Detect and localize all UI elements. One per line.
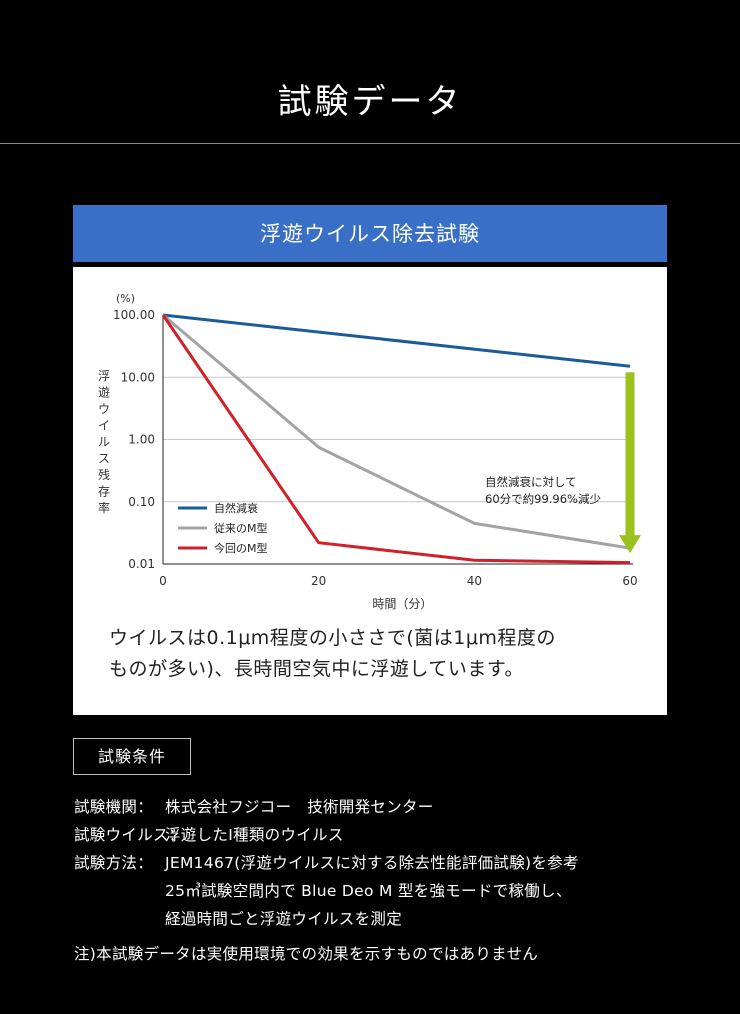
virus-reduction-chart: 100.00 10.00 1.00 0.10 0.01 0 20 40 60 (%) 浮遊ウイルス残… [98,292,641,611]
y-tick-label: 10.00 [121,370,155,384]
legend-label: 従来のM型 [214,521,268,535]
y-axis-label-char: 率 [98,500,110,515]
conditions-heading: 試験条件 [73,738,191,775]
chart-note-line: ウイルスは0.1μm程度の小ささで(菌は1μm程度の [109,627,556,649]
panel-divider [73,262,667,267]
legend-label: 自然減衰 [214,501,258,515]
condition-item-method: 試験方法： JEM1467(浮遊ウイルスに対する除去性能評価試験)を参考 [74,852,579,880]
series-line-2 [162,313,631,550]
annotation-arrow-head [619,535,641,554]
condition-label: 試験機関： [74,798,154,816]
x-tick-label: 60 [622,574,637,588]
y-axis-label-char: イ [98,419,110,433]
condition-value: 浮遊したⅠ種類のウイルス [165,826,344,844]
condition-label: 試験ウイルス： [74,826,185,844]
series-line-1 [162,313,631,368]
condition-item-method-cont: 経過時間ごと浮遊ウイルスを測定 [74,908,579,936]
x-tick-label: 20 [311,574,326,588]
y-axis-label-char: ス [98,452,110,466]
condition-value: 経過時間ごと浮遊ウイルスを測定 [165,910,403,928]
y-tick-label: 1.00 [128,433,155,447]
y-tick-label: 0.01 [128,557,155,571]
y-unit-label: (%) [116,292,135,305]
y-axis-label-char: ウ [98,402,110,416]
x-axis-label: 時間（分） [372,597,432,611]
test-panel: 浮遊ウイルス除去試験 100.00 10.00 1.00 0.10 0.01 0 20 40 6… [73,205,667,715]
footnote: 注)本試験データは実使用環境での効果を示すものではありません [74,945,539,963]
condition-item-method-cont: 25㎥試験空間内で Blue Deo M 型を強モードで稼働し、 [74,880,579,908]
annotation-text: 60分で約99.96%減少 [485,492,601,506]
chart-note-line: ものが多い)、長時間空気中に浮遊しています。 [109,658,524,680]
y-axis-label-char: 残 [98,468,110,482]
conditions-list: 試験機関： 株式会社フジコー 技術開発センター 試験ウイルス：浮遊したⅠ種類のウイ… [74,796,579,936]
condition-value: 25㎥試験空間内で Blue Deo M 型を強モードで稼働し、 [165,882,572,900]
condition-item-institution: 試験機関： 株式会社フジコー 技術開発センター [74,796,579,824]
header-divider [0,143,740,144]
y-axis-label-char: 遊 [98,385,110,400]
x-tick-label: 0 [159,574,167,588]
y-tick-label: 0.10 [128,495,155,509]
condition-item-virus: 試験ウイルス：浮遊したⅠ種類のウイルス [74,824,579,852]
page-header: 試験データ [0,0,740,144]
annotation-arrow-shaft [625,372,635,537]
condition-value: JEM1467(浮遊ウイルスに対する除去性能評価試験)を参考 [165,854,579,872]
condition-label: 試験方法： [74,854,154,872]
y-axis-label-char: 存 [98,485,110,499]
condition-value: 株式会社フジコー 技術開発センター [165,798,434,816]
y-axis-label-char: 浮 [98,369,110,383]
y-tick-label: 100.00 [113,308,155,322]
series-line-3 [161,314,631,565]
legend-label: 今回のM型 [214,541,268,555]
panel-title: 浮遊ウイルス除去試験 [73,205,667,262]
chart-note: ウイルスは0.1μm程度の小ささで(菌は1μm程度の ものが多い)、長時間空気中… [109,623,649,685]
page-title: 試験データ [277,82,463,122]
annotation-text: 自然減衰に対して [485,475,577,489]
x-tick-label: 40 [467,574,482,588]
y-axis-label-char: ル [98,435,110,449]
